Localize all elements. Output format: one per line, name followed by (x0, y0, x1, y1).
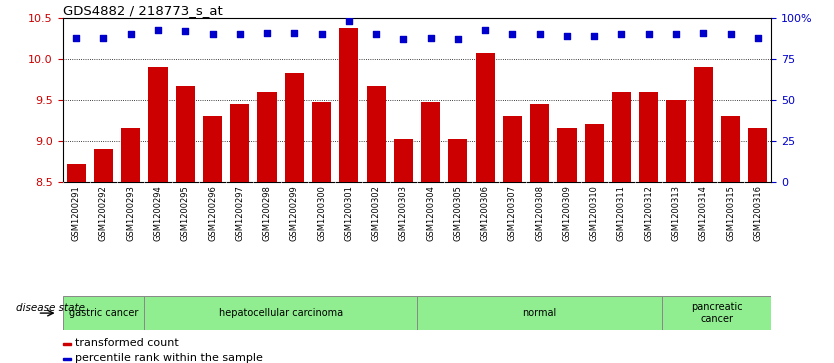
Point (587, 33, 600, 39)
Bar (258, 92, 277, 182)
Bar (557, 129, 576, 182)
Text: GSM1200305: GSM1200305 (454, 185, 462, 241)
Text: percentile rank within the sample: percentile rank within the sample (75, 353, 263, 363)
Text: GSM1200314: GSM1200314 (699, 185, 708, 241)
Text: GSM1200294: GSM1200294 (153, 185, 163, 241)
Text: GDS4882 / 218773_s_at: GDS4882 / 218773_s_at (63, 4, 223, 17)
Text: GSM1200316: GSM1200316 (753, 185, 762, 241)
Text: GSM1200312: GSM1200312 (644, 185, 653, 241)
Bar (94, 149, 113, 182)
Bar (63, 358, 72, 360)
Point (424, 35, 437, 41)
Text: gastric cancer: gastric cancer (68, 308, 138, 318)
Point (151, 27, 164, 33)
Bar (284, 73, 304, 182)
Point (615, 32, 628, 37)
Bar (394, 139, 413, 182)
Bar (530, 104, 550, 182)
Point (234, 32, 247, 37)
Point (479, 27, 492, 33)
Point (560, 33, 574, 39)
Point (642, 32, 656, 37)
Point (342, 19, 355, 24)
Bar (748, 129, 767, 182)
Bar (639, 92, 658, 182)
Text: GSM1200306: GSM1200306 (480, 185, 490, 241)
Text: GSM1200310: GSM1200310 (590, 185, 599, 241)
Bar (449, 139, 467, 182)
Text: transformed count: transformed count (75, 338, 178, 348)
Text: normal: normal (523, 308, 557, 318)
Text: hepatocellular carcinoma: hepatocellular carcinoma (219, 308, 343, 318)
Text: GSM1200292: GSM1200292 (99, 185, 108, 241)
Point (533, 32, 546, 37)
Text: GSM1200304: GSM1200304 (426, 185, 435, 241)
Text: GSM1200315: GSM1200315 (726, 185, 735, 241)
Text: pancreatic
cancer: pancreatic cancer (691, 302, 743, 324)
Text: GSM1200293: GSM1200293 (126, 185, 135, 241)
Bar (475, 53, 495, 181)
Text: GSM1200297: GSM1200297 (235, 185, 244, 241)
Bar (67, 163, 86, 182)
Point (369, 32, 383, 37)
Bar (662, 296, 771, 330)
Bar (176, 86, 195, 182)
Bar (666, 100, 686, 182)
Point (69, 35, 83, 41)
Bar (612, 92, 631, 182)
Text: GSM1200291: GSM1200291 (72, 185, 81, 241)
Text: GSM1200299: GSM1200299 (289, 185, 299, 241)
Point (724, 32, 737, 37)
Text: GSM1200298: GSM1200298 (263, 185, 272, 241)
Text: GSM1200307: GSM1200307 (508, 185, 517, 241)
Point (206, 32, 219, 37)
Point (178, 28, 192, 34)
Bar (721, 116, 740, 182)
Point (397, 37, 410, 42)
Text: disease state: disease state (16, 303, 84, 313)
Point (670, 32, 683, 37)
Bar (421, 102, 440, 182)
Bar (339, 28, 359, 182)
Bar (203, 116, 222, 182)
Bar (367, 86, 385, 182)
Text: GSM1200295: GSM1200295 (181, 185, 190, 241)
Point (288, 30, 301, 36)
Text: GSM1200296: GSM1200296 (208, 185, 217, 241)
Bar (417, 296, 662, 330)
Text: GSM1200301: GSM1200301 (344, 185, 354, 241)
Bar (503, 116, 522, 182)
Bar (312, 102, 331, 182)
Point (696, 30, 710, 36)
Text: GSM1200311: GSM1200311 (617, 185, 626, 241)
Bar (63, 343, 72, 345)
Bar (585, 125, 604, 182)
Point (124, 32, 138, 37)
Text: GSM1200309: GSM1200309 (562, 185, 571, 241)
Point (505, 32, 519, 37)
Text: GSM1200303: GSM1200303 (399, 185, 408, 241)
Text: GSM1200302: GSM1200302 (372, 185, 380, 241)
Text: GSM1200313: GSM1200313 (671, 185, 681, 241)
Text: GSM1200300: GSM1200300 (317, 185, 326, 241)
Bar (121, 129, 140, 182)
Bar (230, 104, 249, 182)
Bar (148, 67, 168, 182)
Point (315, 32, 329, 37)
Bar (694, 67, 713, 182)
Bar (144, 296, 417, 330)
Point (97, 35, 110, 41)
Text: GSM1200308: GSM1200308 (535, 185, 545, 241)
Point (751, 35, 765, 41)
Bar (63, 296, 144, 330)
Point (451, 37, 465, 42)
Point (260, 30, 274, 36)
